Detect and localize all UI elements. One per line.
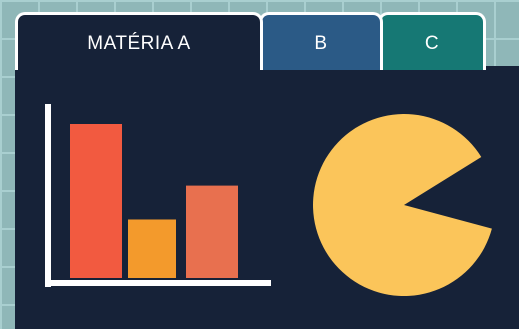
bar-group — [70, 124, 238, 278]
tab-label: B — [314, 33, 328, 54]
tab-c[interactable]: C — [378, 12, 486, 70]
bar-chart-y-axis — [45, 104, 51, 287]
tab-label: MATÉRIA A — [87, 33, 191, 54]
bar-2 — [128, 219, 176, 278]
pie-slice — [313, 114, 492, 297]
bar-chart-x-axis — [45, 280, 271, 286]
tab-materia-a[interactable]: MATÉRIA A — [15, 12, 263, 70]
tab-label: C — [424, 33, 440, 54]
bar-1 — [70, 124, 122, 278]
bar-3 — [186, 185, 238, 278]
tab-b[interactable]: B — [259, 12, 383, 70]
